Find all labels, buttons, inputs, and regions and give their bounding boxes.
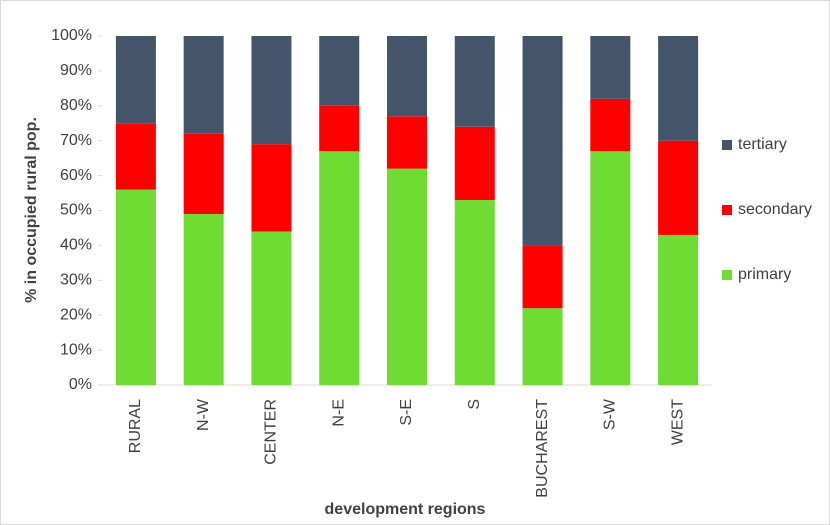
bar-segment bbox=[590, 151, 631, 385]
y-tick-label: 10% bbox=[60, 341, 92, 358]
x-tick-label: S-E bbox=[398, 399, 415, 426]
x-tick-label: BUCHAREST bbox=[534, 399, 551, 498]
bar-segment bbox=[590, 98, 631, 152]
y-tick-label: 60% bbox=[60, 167, 92, 184]
bar-segment bbox=[522, 36, 563, 246]
bar-segment bbox=[387, 116, 427, 169]
y-tick-label: 80% bbox=[60, 97, 92, 114]
y-tick-label: 90% bbox=[60, 62, 92, 79]
y-tick-label: 20% bbox=[60, 306, 92, 323]
bar-segment bbox=[115, 123, 156, 190]
bar-segment bbox=[183, 213, 224, 385]
bar-segment bbox=[590, 36, 631, 99]
bar-segment bbox=[522, 308, 563, 385]
x-tick-label: RURAL bbox=[127, 399, 144, 453]
bar-segment bbox=[522, 245, 563, 309]
x-tick-label: S-W bbox=[602, 398, 619, 430]
bar-segment bbox=[454, 200, 495, 385]
x-tick-label: CENTER bbox=[263, 399, 280, 465]
bar-segment bbox=[658, 36, 699, 141]
y-tick-label: 50% bbox=[60, 202, 92, 219]
y-tick-label: 100% bbox=[51, 27, 92, 44]
y-tick-label: 40% bbox=[60, 237, 92, 254]
bar-segment bbox=[387, 36, 427, 117]
bar-segment bbox=[658, 234, 699, 385]
bar-segment bbox=[251, 144, 292, 232]
bar-segment bbox=[319, 36, 360, 106]
x-tick-label: N-E bbox=[330, 399, 347, 427]
legend-swatch bbox=[722, 270, 732, 280]
legend-swatch bbox=[722, 140, 732, 150]
bar-segment bbox=[251, 36, 292, 145]
legend-label: tertiary bbox=[738, 136, 787, 153]
y-tick-label: 0% bbox=[69, 376, 92, 393]
bar-segment bbox=[115, 36, 156, 124]
y-tick-label: 70% bbox=[60, 132, 92, 149]
bar-segment bbox=[251, 231, 292, 385]
bar-segment bbox=[658, 140, 699, 235]
bar-segment bbox=[319, 151, 360, 385]
bar-segment bbox=[454, 36, 495, 127]
x-tick-label: S bbox=[466, 399, 483, 410]
bar-segment bbox=[115, 189, 156, 385]
y-tick-label: 30% bbox=[60, 272, 92, 289]
bar-segment bbox=[183, 133, 224, 214]
y-axis-title: % in occupied rural pop. bbox=[23, 117, 40, 303]
legend-label: primary bbox=[738, 266, 791, 283]
bar-segment bbox=[454, 126, 495, 201]
bar-segment bbox=[183, 36, 224, 134]
legend-label: secondary bbox=[738, 201, 812, 218]
bar-segment bbox=[387, 168, 427, 385]
x-tick-label: WEST bbox=[669, 399, 686, 445]
legend-swatch bbox=[722, 205, 732, 215]
x-tick-label: N-W bbox=[195, 398, 212, 431]
x-axis-title: development regions bbox=[325, 501, 486, 518]
bar-segment bbox=[319, 105, 360, 152]
